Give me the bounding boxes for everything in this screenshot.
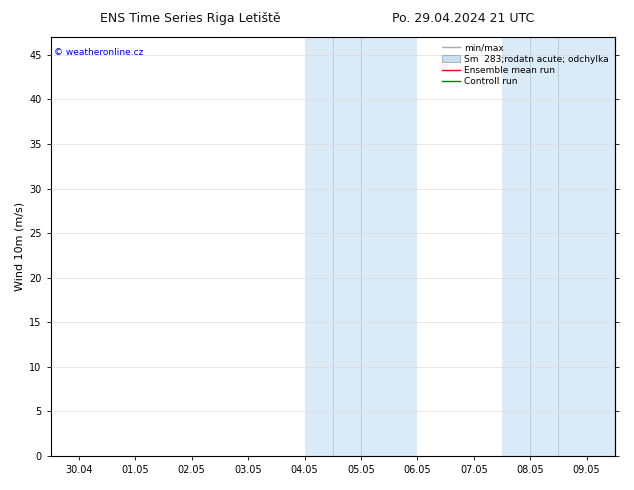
Text: Po. 29.04.2024 21 UTC: Po. 29.04.2024 21 UTC: [392, 12, 534, 25]
Legend: min/max, Sm  283;rodatn acute; odchylka, Ensemble mean run, Controll run: min/max, Sm 283;rodatn acute; odchylka, …: [441, 42, 611, 88]
Text: © weatheronline.cz: © weatheronline.cz: [53, 48, 143, 56]
Text: ENS Time Series Riga Letiště: ENS Time Series Riga Letiště: [100, 12, 280, 25]
Y-axis label: Wind 10m (m/s): Wind 10m (m/s): [15, 202, 25, 291]
Bar: [304, 37, 417, 456]
Bar: [502, 37, 615, 456]
